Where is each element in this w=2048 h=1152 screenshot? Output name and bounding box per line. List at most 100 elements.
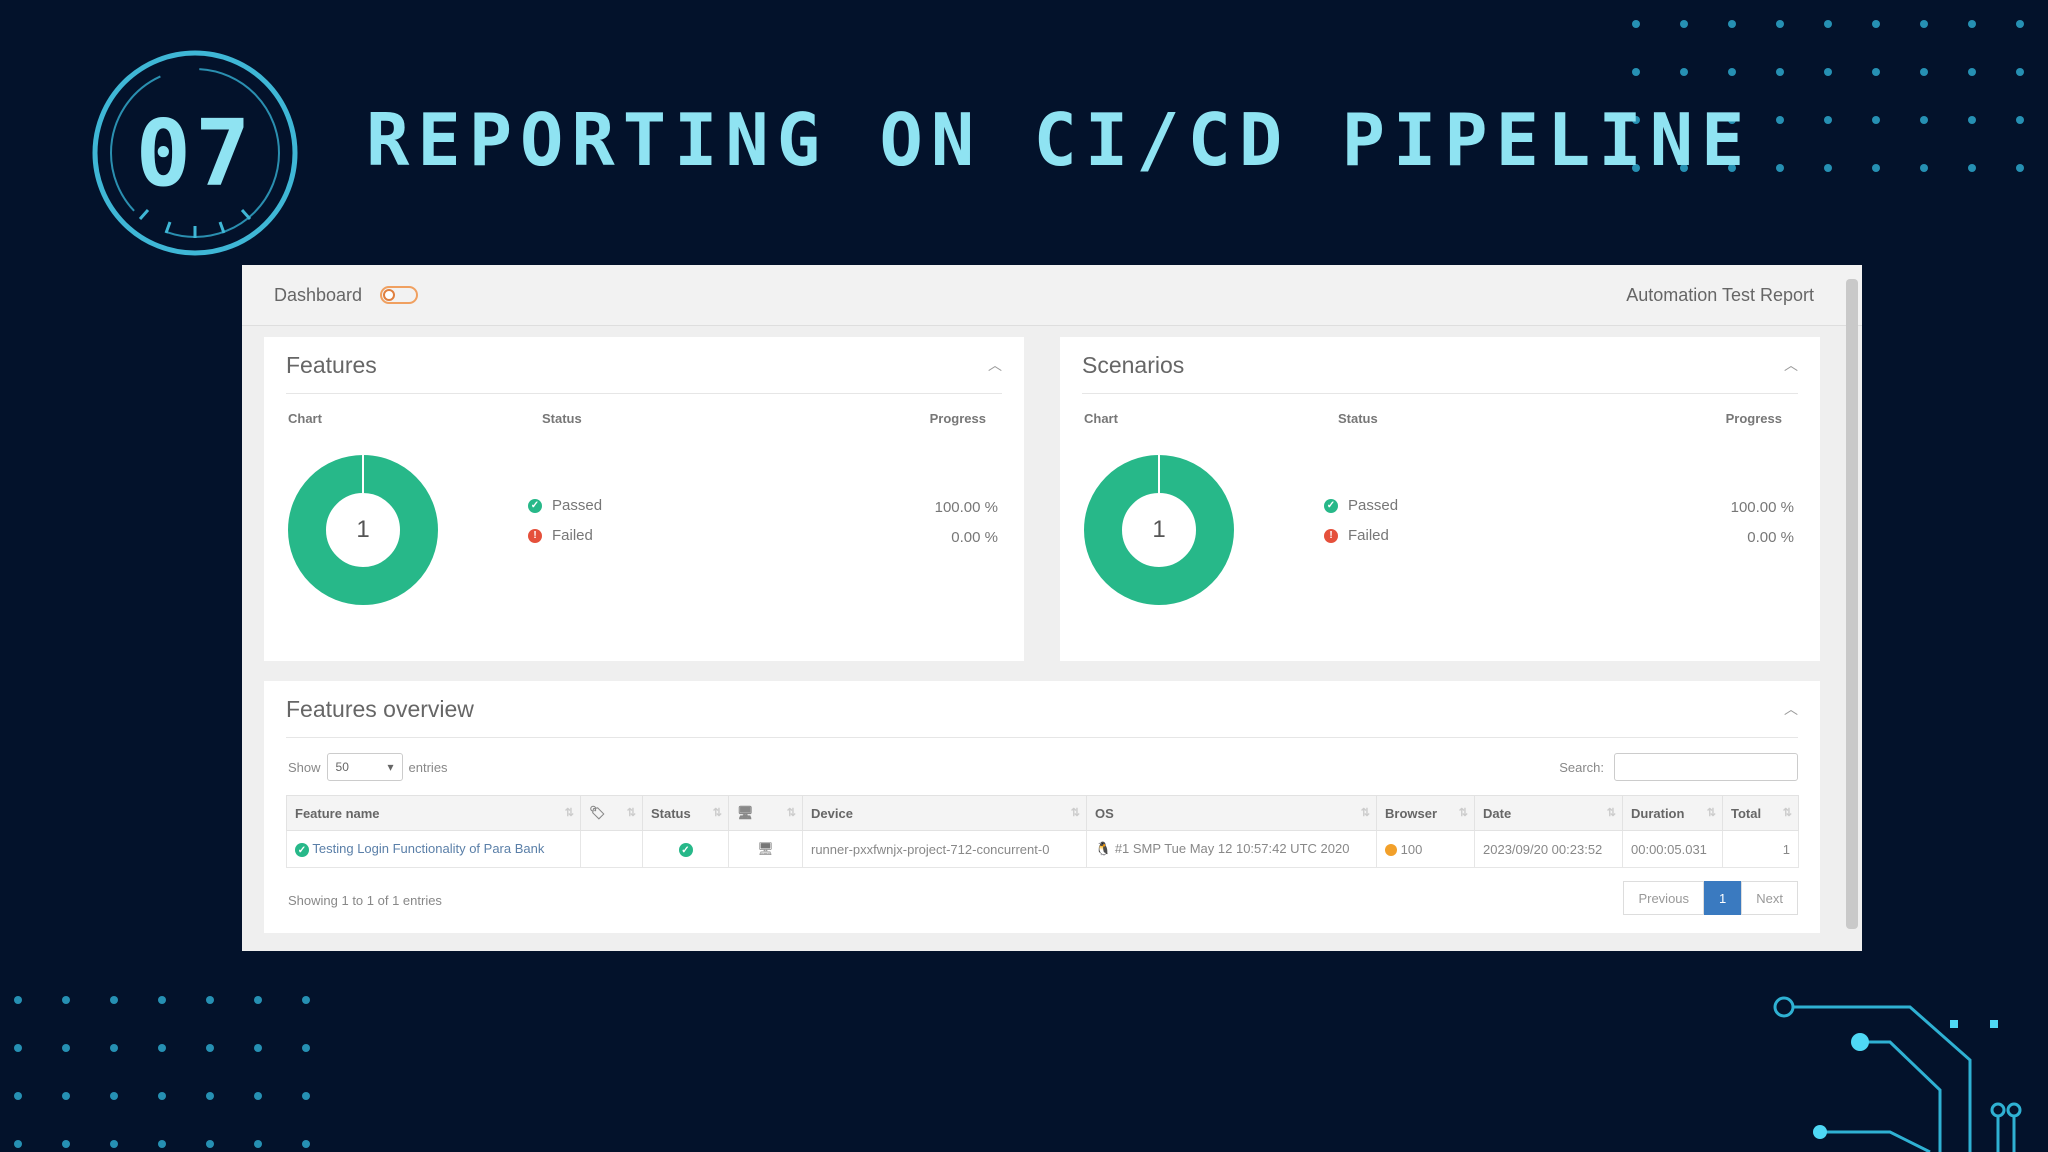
- decorative-dot: [1968, 164, 1976, 172]
- decorative-dot: [254, 1140, 262, 1148]
- browser-cell: 100: [1376, 830, 1475, 868]
- column-header-browser[interactable]: Browser ⇅: [1376, 795, 1475, 831]
- decorative-dot: [1824, 116, 1832, 124]
- decorative-dot: [1776, 116, 1784, 124]
- page-1-button[interactable]: 1: [1704, 881, 1742, 915]
- scenarios-panel: Scenarios ︿ Chart Status Progress 1 ✓ Pa…: [1060, 337, 1820, 661]
- column-header-total[interactable]: Total ⇅: [1722, 795, 1799, 831]
- decorative-dot: [1632, 164, 1640, 172]
- dashboard-label: Dashboard: [274, 284, 363, 305]
- check-circle-icon: ✓: [528, 498, 542, 513]
- decorative-dot: [1728, 68, 1736, 76]
- decorative-dot: [1776, 68, 1784, 76]
- dashboard-toggle[interactable]: [380, 286, 419, 304]
- decorative-dot: [110, 1044, 118, 1052]
- decorative-dot: [62, 1140, 70, 1148]
- decorative-dot: [2016, 116, 2024, 124]
- entries-select[interactable]: 50 ▾: [326, 753, 403, 781]
- show-label: Show: [288, 759, 321, 775]
- decorative-dot: [1968, 68, 1976, 76]
- column-header-device[interactable]: Device ⇅: [802, 795, 1087, 831]
- decorative-dot: [2016, 164, 2024, 172]
- report-topbar: Dashboard Automation Test Report: [242, 265, 1862, 326]
- decorative-dot: [1728, 164, 1736, 172]
- decorative-dot: [1872, 164, 1880, 172]
- decorative-dot: [1824, 164, 1832, 172]
- decorative-dot: [1824, 20, 1832, 28]
- browser-icon: [1385, 844, 1397, 857]
- search-input[interactable]: [1614, 753, 1798, 781]
- decorative-dot: [2016, 68, 2024, 76]
- status-cell: ✓: [642, 830, 729, 868]
- passed-label: Passed: [1348, 497, 1399, 514]
- decorative-dot: [1872, 20, 1880, 28]
- scenarios-donut-chart[interactable]: [1084, 455, 1234, 605]
- alert-circle-icon: !: [528, 528, 542, 543]
- collapse-chevron-icon[interactable]: ︿: [1784, 357, 1798, 373]
- features-title: Features: [286, 351, 377, 378]
- toggle-knob-icon: [383, 289, 396, 301]
- check-circle-icon: ✓: [295, 843, 309, 858]
- failed-label: Failed: [1348, 527, 1389, 544]
- passed-percentage: 100.00 %: [1730, 499, 1794, 516]
- decorative-dot: [110, 996, 118, 1004]
- decorative-dot: [1680, 164, 1688, 172]
- passed-label: Passed: [552, 497, 603, 514]
- features-table: Feature name ⇅ 🏷 ⇅ Status ⇅ 🖥 ⇅ Device ⇅ OS ⇅ …: [286, 795, 1799, 868]
- monitor-icon: 🖥: [757, 841, 774, 856]
- passed-status: ✓ Passed: [1324, 497, 1398, 514]
- previous-page-button[interactable]: Previous: [1623, 881, 1705, 915]
- decorative-dot: [158, 996, 166, 1004]
- entries-value: 50: [335, 760, 349, 774]
- next-page-button[interactable]: Next: [1741, 881, 1798, 915]
- monitor-icon: 🖥: [737, 805, 754, 820]
- linux-icon: 🐧: [1095, 841, 1112, 856]
- search-label: Search:: [1559, 759, 1604, 775]
- donut-center-count: 1: [356, 516, 370, 543]
- decorative-dot: [1728, 20, 1736, 28]
- column-header-platform[interactable]: 🖥 ⇅: [728, 795, 803, 831]
- feature-name-cell[interactable]: ✓ Testing Login Functionality of Para Ba…: [286, 830, 581, 868]
- scrollbar[interactable]: [1846, 279, 1858, 929]
- progress-column-label: Progress: [929, 411, 986, 426]
- column-header-tags[interactable]: 🏷 ⇅: [580, 795, 643, 831]
- decorative-dot: [1728, 116, 1736, 124]
- features-donut-chart[interactable]: [288, 455, 438, 605]
- features-panel: Features ︿ Chart Status Progress 1 ✓ Pas…: [264, 337, 1024, 661]
- decorative-dot: [1920, 20, 1928, 28]
- table-row: ✓ Testing Login Functionality of Para Ba…: [286, 830, 1799, 868]
- decorative-dot: [1920, 116, 1928, 124]
- report-title: Automation Test Report: [1626, 284, 1814, 305]
- feature-name-link[interactable]: Testing Login Functionality of Para Bank: [312, 840, 545, 856]
- collapse-chevron-icon[interactable]: ︿: [1784, 701, 1798, 717]
- column-header-date[interactable]: Date ⇅: [1474, 795, 1623, 831]
- column-header-duration[interactable]: Duration ⇅: [1622, 795, 1723, 831]
- decorative-dot: [158, 1092, 166, 1100]
- decorative-dot: [14, 1140, 22, 1148]
- failed-status: ! Failed: [528, 527, 593, 544]
- column-header-os[interactable]: OS ⇅: [1086, 795, 1377, 831]
- decorative-dot: [14, 1044, 22, 1052]
- slide-title: REPORTING ON CI/CD PIPELINE: [366, 98, 1753, 182]
- decorative-dot: [1632, 68, 1640, 76]
- decorative-dot: [62, 1044, 70, 1052]
- decorative-dot: [1920, 68, 1928, 76]
- decorative-dot: [1632, 20, 1640, 28]
- total-cell: 1: [1722, 830, 1799, 868]
- decorative-dot: [254, 996, 262, 1004]
- column-header-feature-name[interactable]: Feature name ⇅: [286, 795, 581, 831]
- status-column-label: Status: [542, 411, 582, 426]
- decorative-dot: [1776, 20, 1784, 28]
- collapse-chevron-icon[interactable]: ︿: [988, 357, 1002, 373]
- report-window: Dashboard Automation Test Report Feature…: [242, 265, 1862, 951]
- decorative-dot: [206, 1044, 214, 1052]
- scenarios-title: Scenarios: [1082, 351, 1185, 378]
- entries-label: entries: [408, 759, 448, 775]
- decorative-dot: [14, 996, 22, 1004]
- decorative-dot: [1776, 164, 1784, 172]
- decorative-dot: [302, 1044, 310, 1052]
- decorative-dot: [1824, 68, 1832, 76]
- decorative-dot: [1968, 116, 1976, 124]
- column-header-status[interactable]: Status ⇅: [642, 795, 729, 831]
- date-cell: 2023/09/20 00:23:52: [1474, 830, 1623, 868]
